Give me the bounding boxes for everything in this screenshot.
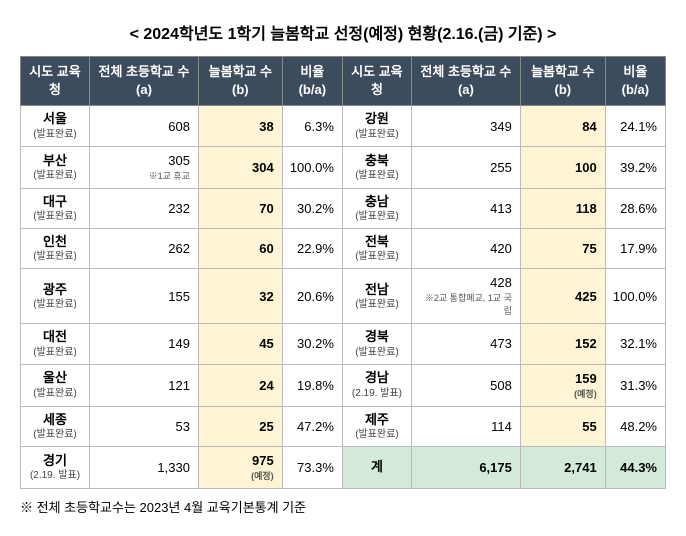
cell-total: 428※2교 통합폐교, 1교 국립: [411, 269, 520, 324]
cell-total: 305※1교 휴교: [90, 146, 199, 188]
cell-region: 울산(발표완료): [21, 364, 90, 406]
cell-region: 전북(발표완료): [342, 228, 411, 268]
cell-neulbom: 45: [198, 324, 282, 364]
cell-total: 232: [90, 188, 199, 228]
cell-ratio: 22.9%: [282, 228, 342, 268]
data-table: 시도 교육청 전체 초등학교 수(a) 늘봄학교 수(b) 비율(b/a) 시도…: [20, 56, 666, 489]
cell-neulbom: 304: [198, 146, 282, 188]
cell-ratio: 100.0%: [605, 269, 665, 324]
cell-region: 강원(발표완료): [342, 106, 411, 146]
cell-neulbom: 84: [520, 106, 605, 146]
footnote: ※ 전체 초등학교수는 2023년 4월 교육기본통계 기준: [20, 497, 666, 516]
cell-total: 262: [90, 228, 199, 268]
cell-region: 광주(발표완료): [21, 269, 90, 324]
col-neulbom-right: 늘봄학교 수(b): [520, 57, 605, 106]
cell-neulbom: 60: [198, 228, 282, 268]
cell-total: 121: [90, 364, 199, 406]
cell-region: 부산(발표완료): [21, 146, 90, 188]
cell-neulbom: 70: [198, 188, 282, 228]
cell-neulbom: 25: [198, 406, 282, 446]
cell-neulbom: 975(예정): [198, 446, 282, 488]
cell-region: 서울(발표완료): [21, 106, 90, 146]
col-ratio-left: 비율(b/a): [282, 57, 342, 106]
cell-total: 114: [411, 406, 520, 446]
cell-ratio: 73.3%: [282, 446, 342, 488]
cell-ratio: 19.8%: [282, 364, 342, 406]
cell-neulbom: 118: [520, 188, 605, 228]
cell-total: 255: [411, 146, 520, 188]
cell-total: 608: [90, 106, 199, 146]
cell-region: 제주(발표완료): [342, 406, 411, 446]
cell-region: 대전(발표완료): [21, 324, 90, 364]
cell-ratio: 32.1%: [605, 324, 665, 364]
cell-ratio: 17.9%: [605, 228, 665, 268]
cell-neulbom: 32: [198, 269, 282, 324]
cell-ratio: 39.2%: [605, 146, 665, 188]
cell-total: 155: [90, 269, 199, 324]
cell-ratio: 24.1%: [605, 106, 665, 146]
table-row: 인천(발표완료)2626022.9%전북(발표완료)4207517.9%: [21, 228, 666, 268]
cell-region: 세종(발표완료): [21, 406, 90, 446]
cell-region: 충남(발표완료): [342, 188, 411, 228]
cell-neulbom: 75: [520, 228, 605, 268]
cell-ratio: 30.2%: [282, 324, 342, 364]
cell-total: 349: [411, 106, 520, 146]
cell-region: 충북(발표완료): [342, 146, 411, 188]
cell-neulbom: 425: [520, 269, 605, 324]
cell-total: 420: [411, 228, 520, 268]
cell-neulbom: 24: [198, 364, 282, 406]
cell-total: 53: [90, 406, 199, 446]
cell-neulbom: 55: [520, 406, 605, 446]
col-ratio-right: 비율(b/a): [605, 57, 665, 106]
cell-ratio: 100.0%: [282, 146, 342, 188]
col-region-left: 시도 교육청: [21, 57, 90, 106]
table-body: 서울(발표완료)608386.3%강원(발표완료)3498424.1%부산(발표…: [21, 106, 666, 488]
cell-region: 경북(발표완료): [342, 324, 411, 364]
cell-neulbom: 152: [520, 324, 605, 364]
cell-region: 경기(2.19. 발표): [21, 446, 90, 488]
cell-ratio: 28.6%: [605, 188, 665, 228]
cell-ratio: 30.2%: [282, 188, 342, 228]
cell-total: 508: [411, 364, 520, 406]
cell-ratio: 47.2%: [282, 406, 342, 446]
table-row: 울산(발표완료)1212419.8%경남(2.19. 발표)508159(예정)…: [21, 364, 666, 406]
cell-region: 경남(2.19. 발표): [342, 364, 411, 406]
table-row: 경기(2.19. 발표)1,330975(예정)73.3%계6,1752,741…: [21, 446, 666, 488]
page-title: < 2024학년도 1학기 늘봄학교 선정(예정) 현황(2.16.(금) 기준…: [20, 20, 666, 44]
table-row: 서울(발표완료)608386.3%강원(발표완료)3498424.1%: [21, 106, 666, 146]
table-row: 세종(발표완료)532547.2%제주(발표완료)1145548.2%: [21, 406, 666, 446]
col-neulbom-left: 늘봄학교 수(b): [198, 57, 282, 106]
cell-total: 6,175: [411, 446, 520, 488]
cell-ratio: 31.3%: [605, 364, 665, 406]
cell-ratio: 6.3%: [282, 106, 342, 146]
cell-region: 인천(발표완료): [21, 228, 90, 268]
cell-region: 대구(발표완료): [21, 188, 90, 228]
cell-region: 전남(발표완료): [342, 269, 411, 324]
col-total-right: 전체 초등학교 수(a): [411, 57, 520, 106]
cell-ratio: 48.2%: [605, 406, 665, 446]
cell-ratio: 20.6%: [282, 269, 342, 324]
cell-region: 계: [342, 446, 411, 488]
table-header: 시도 교육청 전체 초등학교 수(a) 늘봄학교 수(b) 비율(b/a) 시도…: [21, 57, 666, 106]
cell-neulbom: 2,741: [520, 446, 605, 488]
cell-total: 473: [411, 324, 520, 364]
col-region-right: 시도 교육청: [342, 57, 411, 106]
table-row: 대전(발표완료)1494530.2%경북(발표완료)47315232.1%: [21, 324, 666, 364]
cell-ratio: 44.3%: [605, 446, 665, 488]
col-total-left: 전체 초등학교 수(a): [90, 57, 199, 106]
table-row: 대구(발표완료)2327030.2%충남(발표완료)41311828.6%: [21, 188, 666, 228]
cell-total: 413: [411, 188, 520, 228]
cell-total: 149: [90, 324, 199, 364]
table-row: 광주(발표완료)1553220.6%전남(발표완료)428※2교 통합폐교, 1…: [21, 269, 666, 324]
cell-neulbom: 100: [520, 146, 605, 188]
table-row: 부산(발표완료)305※1교 휴교304100.0%충북(발표완료)255100…: [21, 146, 666, 188]
cell-total: 1,330: [90, 446, 199, 488]
cell-neulbom: 159(예정): [520, 364, 605, 406]
cell-neulbom: 38: [198, 106, 282, 146]
